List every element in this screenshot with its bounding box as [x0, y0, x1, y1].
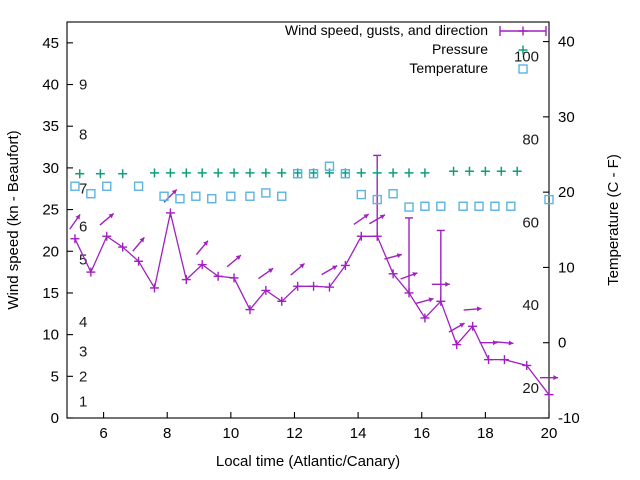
wind-direction-arrow-icon [99, 212, 115, 226]
fahrenheit-scale-label: 100 [514, 49, 539, 66]
x-axis-tick-label: 16 [413, 425, 430, 442]
plot-frame [66, 21, 550, 419]
temperature-point [506, 201, 516, 211]
y2-axis-tick-label: 20 [558, 184, 575, 201]
fahrenheit-scale-label: 80 [522, 131, 539, 148]
wind-direction-arrow-icon [384, 253, 402, 260]
beaufort-scale-label: 9 [79, 77, 87, 94]
wind-direction-arrow-icon [321, 265, 338, 276]
legend-marker-temperature [518, 64, 528, 74]
temperature-point [458, 201, 468, 211]
fahrenheit-scale-label: 60 [522, 214, 539, 231]
temperature-point [159, 191, 169, 201]
temperature-point [308, 169, 319, 179]
x-axis-tick-label: 20 [541, 425, 558, 442]
temperature-point [207, 194, 217, 204]
x-axis-tick-label: 8 [163, 425, 171, 442]
y-axis-title: Wind speed (kn - Beaufort) [5, 130, 22, 309]
legend-label-temperature: Temperature [409, 60, 488, 76]
y-axis-tick-label: 25 [42, 202, 59, 219]
y2-axis-tick-label: -10 [558, 410, 580, 427]
beaufort-scale-label: 7 [79, 181, 87, 198]
temperature-point [356, 189, 366, 200]
y-axis-tick-label: 20 [42, 243, 59, 260]
y2-axis-tick-label: 30 [558, 109, 575, 126]
beaufort-scale-label: 4 [79, 314, 87, 331]
x-axis-tick-label: 10 [223, 425, 240, 442]
y-axis-tick-label: 0 [51, 410, 59, 427]
wind-direction-arrow-icon [479, 340, 498, 346]
y-axis-tick-label: 40 [42, 77, 59, 94]
wind-direction-arrow-icon [416, 297, 434, 304]
x-axis-tick-label: 14 [350, 425, 367, 442]
wind-speed-line [74, 212, 550, 396]
x-axis-title: Local time (Atlantic/Canary) [216, 453, 400, 470]
y2-axis-tick-label: 40 [558, 34, 575, 51]
wind-direction-arrow-icon [369, 214, 386, 225]
wind-direction-arrow-icon [353, 213, 370, 225]
temperature-point [245, 191, 255, 201]
beaufort-scale-label: 5 [79, 252, 87, 269]
wind-direction-arrow-icon [431, 281, 450, 287]
temperature-point [404, 202, 414, 212]
wind-direction-arrow-icon [400, 272, 418, 280]
wind-direction-arrow-icon [448, 322, 465, 333]
wind-direction-arrow-icon [290, 262, 306, 276]
temperature-point [388, 189, 398, 199]
temperature-point [86, 189, 96, 199]
beaufort-scale-label: 1 [79, 393, 87, 410]
temperature-point [292, 169, 303, 179]
temperature-point [175, 194, 185, 204]
wind-direction-arrow-icon [69, 213, 81, 230]
temperature-point [544, 194, 554, 205]
temperature-point [324, 161, 335, 171]
wind-direction-arrow-icon [463, 306, 482, 312]
wind-direction-arrow-icon [258, 267, 274, 280]
legend-label-pressure: Pressure [432, 41, 488, 57]
temperature-point [420, 201, 430, 211]
temperature-point [226, 191, 236, 201]
temperature-point [436, 201, 446, 211]
beaufort-scale-label: 6 [79, 218, 87, 235]
y2-axis-tick-label: 0 [558, 335, 566, 352]
temperature-point [102, 181, 112, 191]
temperature-point [490, 201, 500, 211]
y-axis-tick-label: 10 [42, 327, 59, 344]
wind-direction-arrow-icon [226, 254, 242, 268]
x-axis-tick-label: 18 [477, 425, 494, 442]
temperature-point [340, 169, 351, 179]
beaufort-scale-label: 2 [79, 368, 87, 385]
y-axis-tick-label: 30 [42, 160, 59, 177]
wind-direction-arrow-icon [540, 375, 558, 381]
x-axis-tick-label: 12 [286, 425, 303, 442]
temperature-point [191, 191, 201, 201]
temperature-point [372, 194, 382, 205]
fahrenheit-scale-label: 40 [522, 297, 539, 314]
y2-axis-tick-label: 10 [558, 259, 575, 276]
wind-direction-arrow-icon [195, 240, 209, 255]
beaufort-scale-label: 8 [79, 127, 87, 144]
temperature-point [70, 181, 80, 191]
y-axis-tick-label: 35 [42, 118, 59, 135]
temperature-point [277, 191, 287, 201]
x-axis-tick-label: 6 [99, 425, 107, 442]
y2-axis-title: Temperature (C - F) [605, 154, 622, 286]
beaufort-scale-label: 3 [79, 343, 87, 360]
legend-label-wind: Wind speed, gusts, and direction [285, 22, 488, 38]
wind-direction-arrow-icon [132, 236, 145, 252]
fahrenheit-scale-label: 20 [522, 380, 539, 397]
y-axis-tick-label: 15 [42, 285, 59, 302]
y-axis-tick-label: 5 [51, 368, 59, 385]
temperature-point [474, 201, 484, 211]
y-axis-tick-label: 45 [42, 35, 59, 52]
temperature-point [133, 181, 144, 191]
wind-direction-arrow-icon [495, 340, 514, 346]
temperature-point [261, 188, 271, 198]
